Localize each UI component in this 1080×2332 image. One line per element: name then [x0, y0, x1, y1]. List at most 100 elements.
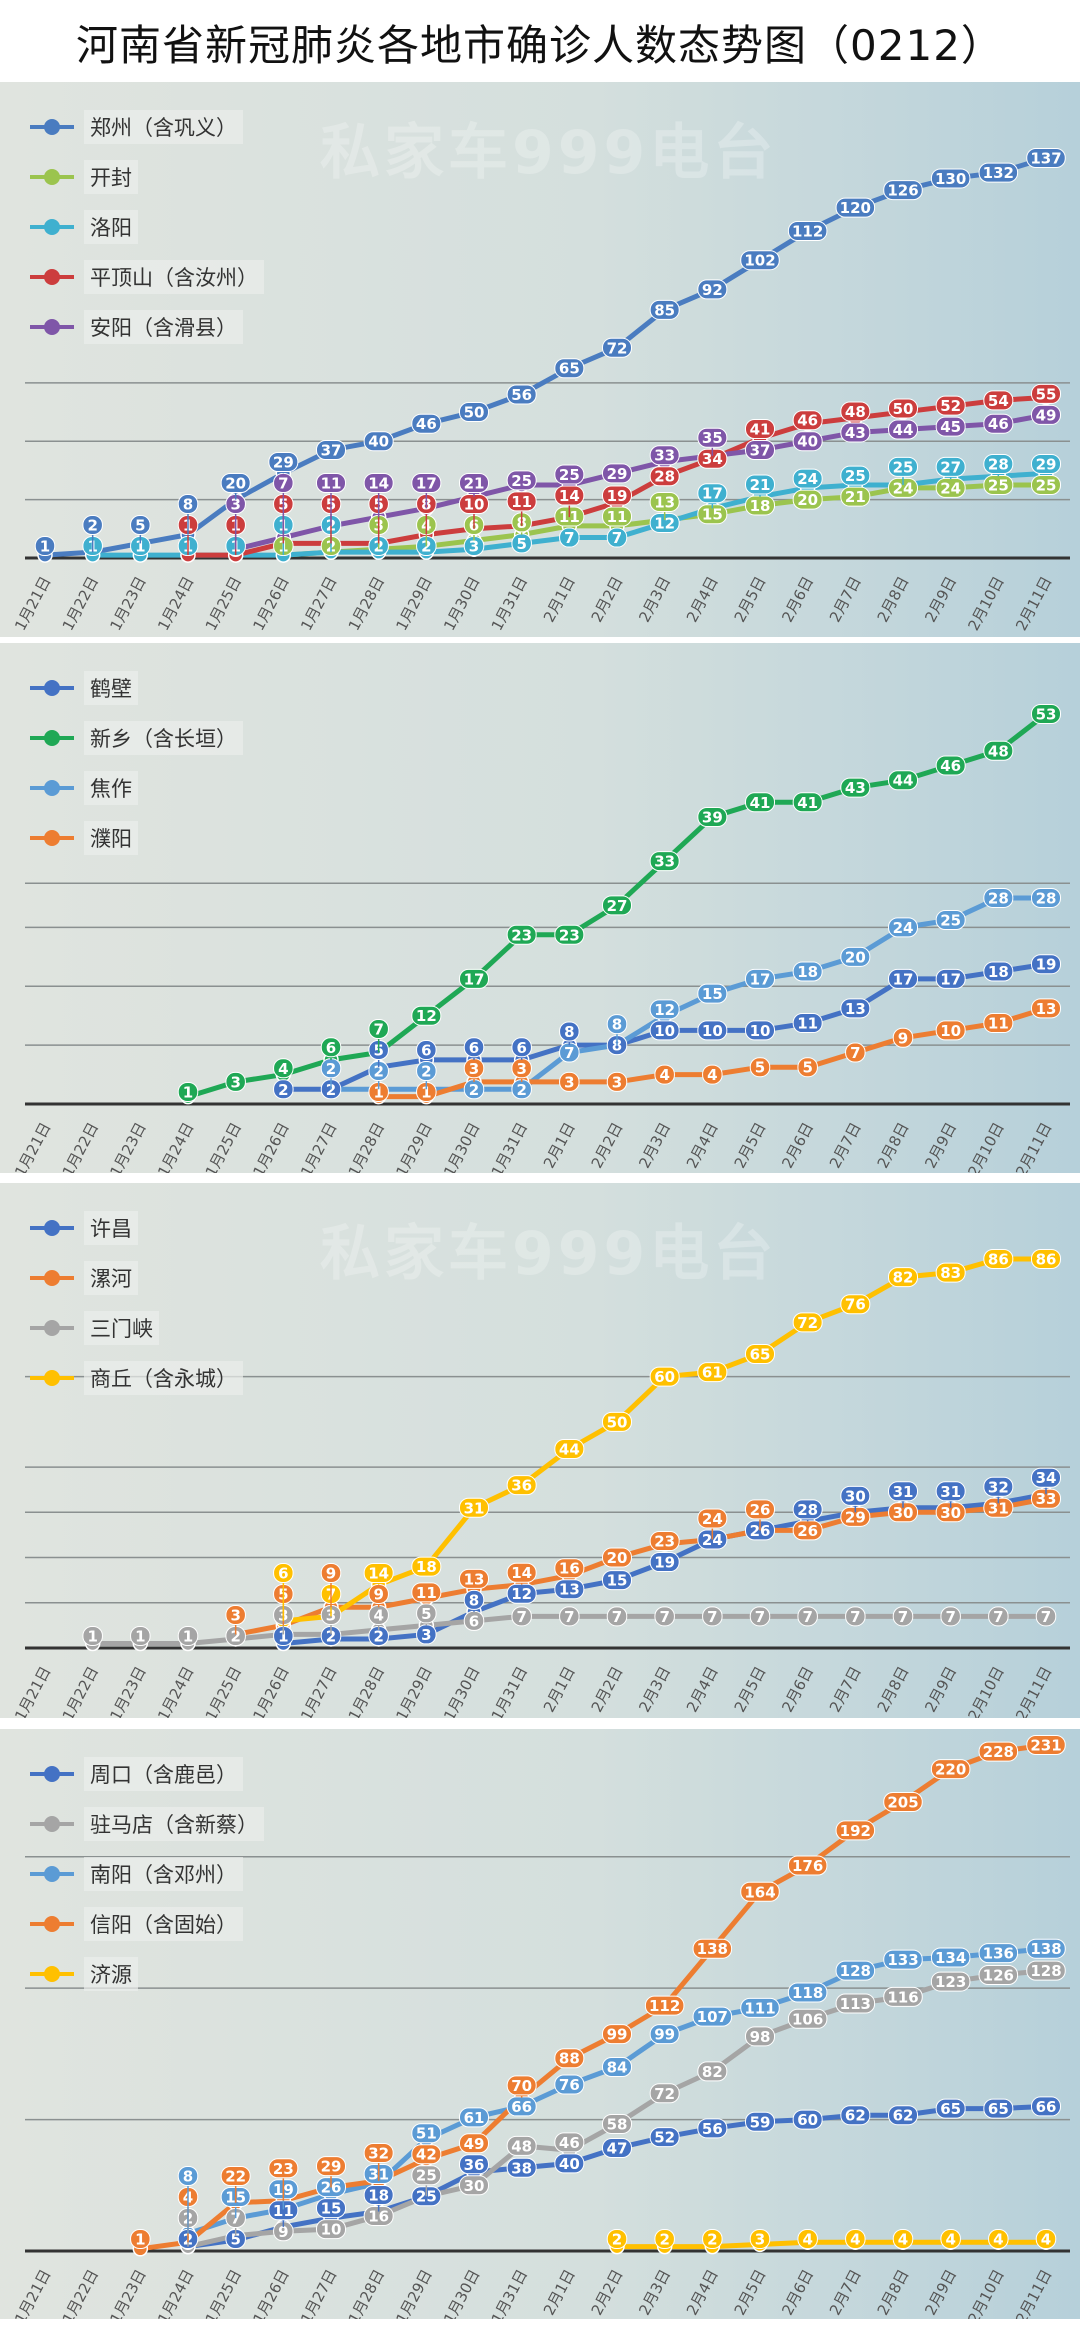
data-label: 17 — [940, 970, 961, 988]
data-label: 33 — [1036, 1490, 1057, 1508]
data-label: 25 — [988, 477, 1009, 495]
data-label: 5 — [755, 1059, 765, 1077]
data-label: 50 — [464, 404, 485, 422]
data-label: 8 — [612, 1016, 622, 1034]
x-tick-label: 2月2日 — [588, 573, 627, 625]
x-tick-label: 2月10日 — [964, 2266, 1007, 2319]
data-label-badge — [602, 1570, 632, 1591]
data-label: 231 — [1030, 1737, 1061, 1755]
line-chart: 1月21日 1月22日 1月23日 1月24日 1月25日 1月26日 1月27日 1月28日… — [11, 704, 1070, 1173]
data-label-badge — [935, 456, 966, 477]
x-tick-label: 2月10日 — [964, 573, 1007, 633]
data-label-badge — [220, 2166, 251, 2186]
data-label-badge — [745, 792, 775, 813]
legend-label: 平顶山（含汝州） — [84, 260, 264, 294]
data-label-badge — [692, 1938, 733, 1959]
data-label: 82 — [893, 1269, 914, 1287]
data-label-badge — [740, 1997, 780, 2018]
x-tick-label: 2月2日 — [588, 2266, 627, 2318]
data-label: 2 — [326, 1628, 336, 1646]
data-label: 7 — [612, 1608, 622, 1626]
data-label-badge — [983, 413, 1014, 434]
data-label: 24 — [893, 479, 914, 497]
data-label: 205 — [887, 1793, 918, 1811]
data-label: 21 — [464, 475, 485, 493]
data-label: 54 — [988, 392, 1009, 410]
data-label-badge — [411, 1556, 442, 1577]
x-tick-label: 1月27日 — [297, 573, 340, 633]
data-label: 138 — [1030, 1940, 1061, 1958]
data-label-badge — [745, 1020, 775, 1041]
data-label-badge — [745, 2026, 775, 2047]
data-label: 27 — [607, 897, 628, 915]
data-label: 4 — [945, 2231, 955, 2249]
data-label: 13 — [845, 1000, 866, 1018]
series-2 — [180, 1962, 1054, 2255]
data-label: 128 — [840, 1962, 871, 1980]
data-label: 11 — [988, 1015, 1009, 1033]
data-label: 25 — [416, 2167, 437, 2185]
data-label-badge — [416, 1061, 437, 1081]
data-label: 1 — [87, 1628, 97, 1646]
legend-item: 漯河 — [30, 1253, 243, 1303]
series-line — [617, 2239, 1046, 2250]
data-label: 136 — [983, 1945, 1014, 1963]
data-label: 41 — [750, 794, 771, 812]
data-label-badge — [1031, 704, 1061, 724]
data-label-badge — [1026, 1960, 1066, 1981]
data-label-badge — [1031, 383, 1061, 404]
data-label-badge — [935, 1262, 966, 1283]
data-label: 24 — [940, 479, 961, 497]
data-label-badge — [883, 1986, 923, 2007]
data-label-badge — [363, 473, 394, 493]
data-label: 13 — [1036, 1000, 1057, 1018]
data-label-badge — [840, 1485, 871, 1506]
x-tick-label: 2月8日 — [874, 1663, 913, 1715]
data-label: 88 — [559, 2050, 580, 2068]
chart-panel-2: 1月21日 1月22日 1月23日 1月24日 1月25日 1月26日 1月27日 1月28日… — [0, 643, 1080, 1173]
data-label: 19 — [1036, 956, 1057, 974]
data-label: 17 — [893, 970, 914, 988]
data-label-badge — [220, 473, 251, 493]
data-label-badge — [654, 1606, 675, 1627]
data-label: 99 — [607, 2026, 628, 2044]
x-tick-label: 2月1日 — [540, 2266, 579, 2318]
legend-marker-icon — [30, 1318, 74, 1338]
data-label: 52 — [654, 2129, 675, 2147]
data-label-badge — [459, 2154, 489, 2175]
legend-item: 平顶山（含汝州） — [30, 252, 264, 302]
legend: 郑州（含巩义） 开封 洛阳 平顶山（含汝州） 安阳（含滑县） — [30, 102, 264, 352]
data-label: 26 — [321, 2179, 342, 2197]
x-tick-label: 1月26日 — [249, 1119, 292, 1173]
x-tick-label: 2月1日 — [540, 1663, 579, 1715]
data-label-badge — [1035, 1606, 1057, 1627]
x-tick-label: 1月29日 — [392, 2266, 435, 2319]
data-label: 65 — [750, 1345, 771, 1363]
data-label: 21 — [750, 476, 771, 494]
data-label: 10 — [321, 2221, 342, 2239]
data-label: 4 — [802, 2231, 812, 2249]
x-tick-label: 1月22日 — [59, 1119, 102, 1173]
data-label: 72 — [607, 339, 628, 357]
data-label: 3 — [230, 496, 240, 514]
data-label: 5 — [421, 1605, 431, 1623]
data-label: 40 — [797, 433, 818, 451]
data-label: 126 — [887, 182, 918, 200]
legend-item: 商丘（含永城） — [30, 1353, 243, 1403]
data-label-badge — [930, 1947, 971, 1968]
data-label-badge — [1031, 404, 1061, 425]
data-label-badge — [554, 1558, 585, 1579]
x-tick-label: 2月11日 — [1012, 1119, 1055, 1173]
data-label: 22 — [225, 2168, 246, 2186]
legend-label: 鹤壁 — [84, 671, 138, 705]
data-label-badge — [745, 1343, 775, 1364]
data-label: 7 — [564, 1044, 574, 1062]
data-label: 3 — [469, 538, 479, 556]
data-label: 46 — [940, 757, 961, 775]
data-label: 1 — [135, 538, 145, 556]
legend: 鹤壁 新乡（含长垣） 焦作 濮阳 — [30, 663, 243, 863]
data-label: 25 — [845, 467, 866, 485]
data-label: 6 — [469, 1612, 479, 1630]
legend-label: 许昌 — [84, 1211, 138, 1245]
data-label: 16 — [559, 1560, 580, 1578]
